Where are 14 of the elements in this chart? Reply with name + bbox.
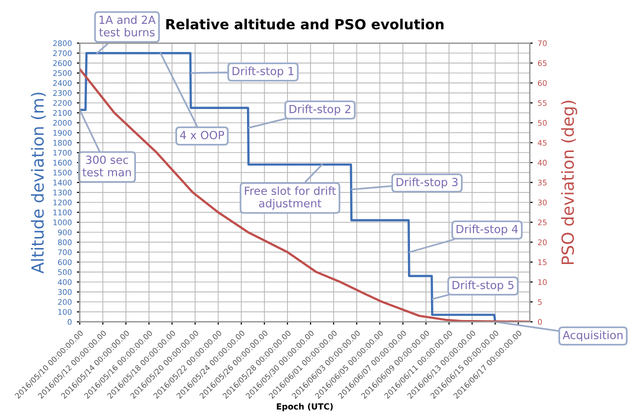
y2-axis-title: PSO deviation (deg) bbox=[561, 100, 578, 264]
annotation: 1A and 2A test burns bbox=[99, 15, 156, 36]
chart-title: Relative altitude and PSO evolution bbox=[166, 18, 444, 30]
annotation: Drift-stop 2 bbox=[290, 104, 350, 116]
annotation: Drift-stop 5 bbox=[452, 280, 514, 292]
annotation: 4 x OOP bbox=[180, 130, 224, 140]
x-axis-title: Epoch (UTC) bbox=[276, 403, 333, 412]
annotation: 300 sec test man bbox=[82, 156, 131, 176]
y-axis-title: Altitude deviation (m) bbox=[30, 92, 46, 274]
annotation: Drift-stop 1 bbox=[232, 66, 294, 78]
annotation: Drift-stop 3 bbox=[396, 178, 458, 188]
annotation: Drift-stop 4 bbox=[456, 224, 518, 236]
annotation: Acquisition bbox=[562, 330, 622, 342]
annotation: Free slot for drift adjustment bbox=[244, 186, 336, 210]
